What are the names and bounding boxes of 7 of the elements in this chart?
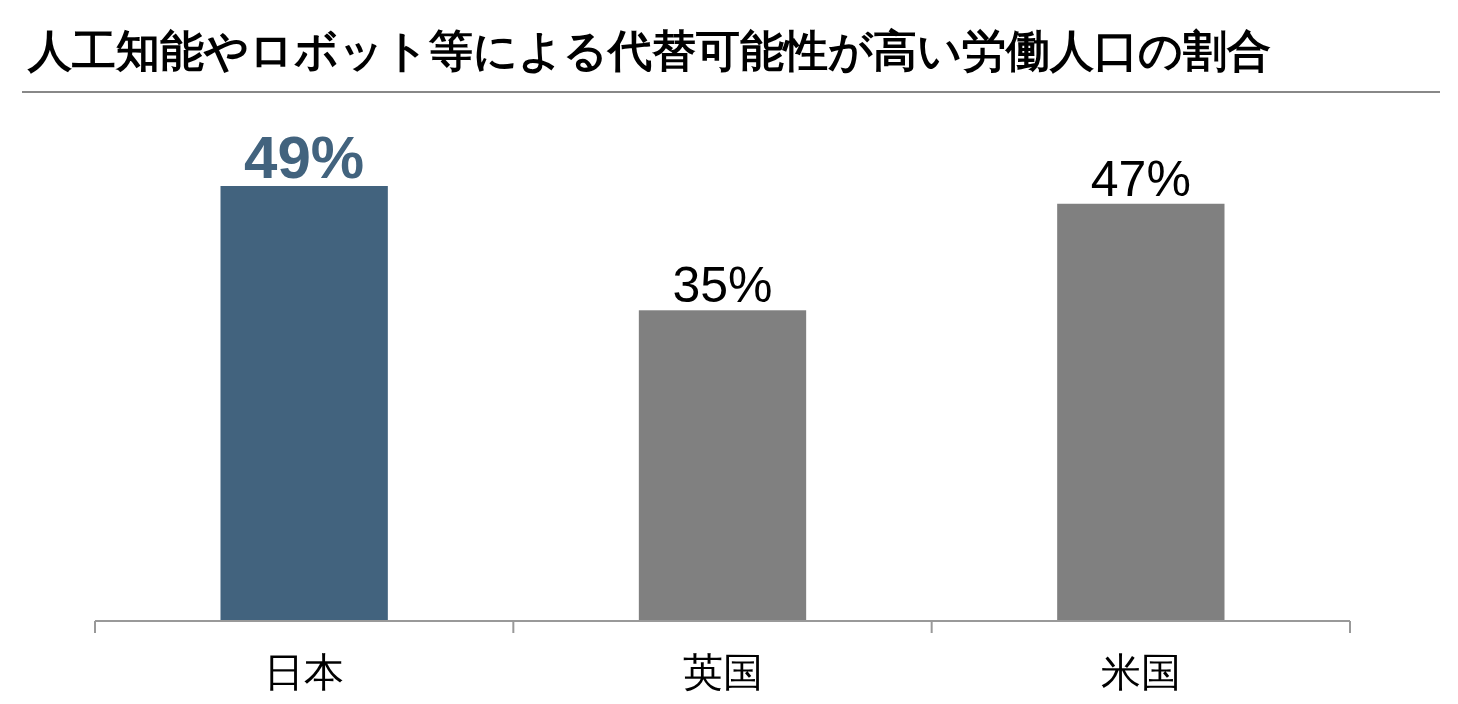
- x-tick-label: 英国: [682, 650, 763, 694]
- chart-title: 人工知能やロボット等による代替可能性が高い労働人口の割合: [27, 26, 1271, 75]
- data-label: 49%: [244, 124, 365, 191]
- data-label: 35%: [672, 257, 773, 314]
- x-tick-label: 日本: [264, 650, 345, 694]
- data-label: 47%: [1090, 150, 1191, 207]
- x-tick-label: 米国: [1100, 650, 1181, 694]
